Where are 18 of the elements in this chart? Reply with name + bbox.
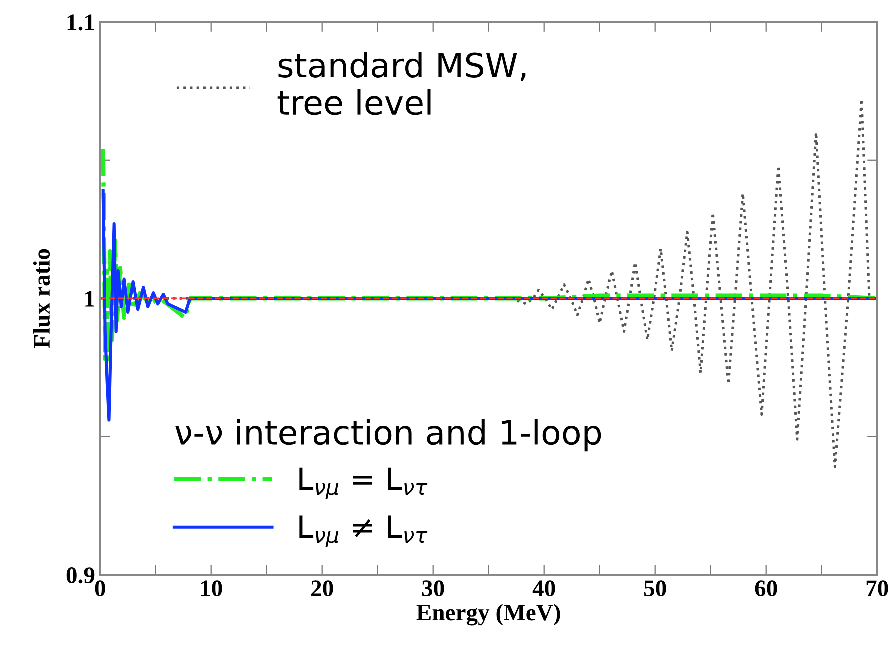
y-axis-title: Flux ratio: [33, 249, 50, 348]
x-tick-label: 10: [201, 580, 222, 597]
x-tick-label: 60: [755, 580, 778, 597]
legend-label: L$_{νμ}$ ≠ L$_{ντ}$: [300, 516, 428, 548]
x-tick-label: 0: [95, 580, 106, 597]
x-axis-title: Energy (MeV): [416, 604, 560, 626]
x-tick-label: 50: [644, 580, 666, 597]
legend-label: standard MSW, tree level: [278, 52, 526, 116]
x-tick-label: 40: [532, 580, 556, 597]
y-tick-label: 1.1: [68, 14, 94, 31]
legend-title: ν-ν interaction and 1-loop: [176, 419, 602, 452]
x-tick-label: 70: [866, 580, 888, 597]
line-series: [101, 147, 878, 362]
x-tick-label: 30: [422, 580, 444, 597]
legend-label: L$_{νμ}$ = L$_{ντ}$: [300, 468, 428, 500]
x-tick-label: 20: [312, 580, 334, 597]
y-tick-label: 1: [86, 291, 94, 307]
y-tick-label: 0.9: [66, 568, 95, 584]
